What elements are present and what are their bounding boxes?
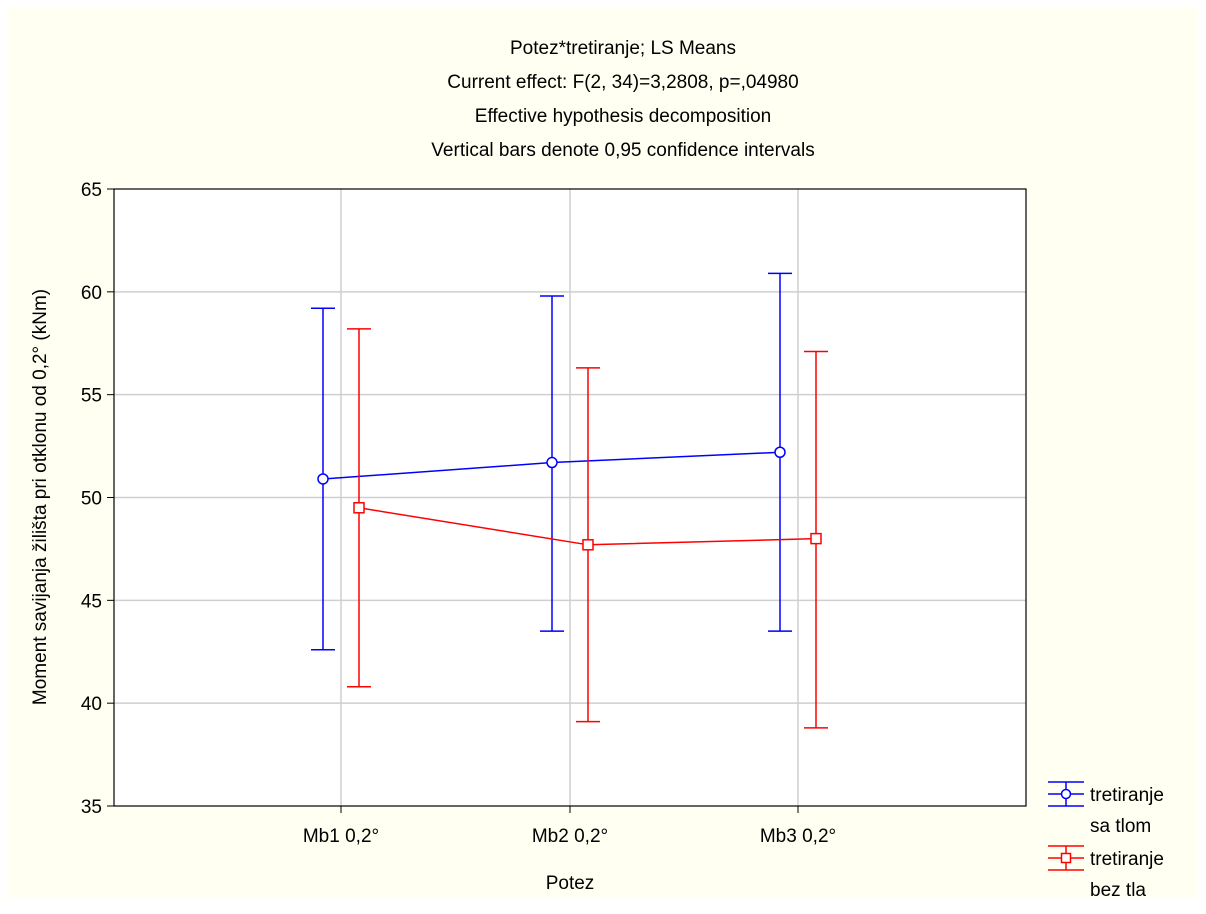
y-tick-label: 60	[81, 283, 102, 304]
grid	[114, 189, 1026, 806]
y-tick-label: 40	[81, 694, 102, 715]
legend-label: bez tla	[1090, 880, 1146, 898]
legend-item-2: tretiranje bez tla	[1048, 845, 1164, 898]
chart-page: Potez*tretiranje; LS Means Current effec…	[8, 8, 1198, 898]
legend-item-1: tretiranje sa tlom	[1048, 781, 1164, 837]
legend-label: tretiranje	[1090, 785, 1164, 806]
x-axis-label: Potez	[546, 873, 595, 894]
x-tick-label: Mb2 0,2°	[532, 826, 608, 847]
title-line-3: Effective hypothesis decomposition	[475, 106, 771, 127]
legend-marker	[1060, 788, 1072, 800]
y-tick-label: 35	[81, 797, 102, 818]
y-tick-label: 65	[81, 180, 102, 201]
y-tick-label: 50	[81, 489, 102, 510]
legend-label: sa tlom	[1090, 816, 1151, 837]
data-point	[546, 456, 558, 469]
title-line-2: Current effect: F(2, 34)=3,2808, p=,0498…	[447, 72, 798, 93]
data-point	[774, 446, 786, 459]
x-tick-label: Mb1 0,2°	[303, 826, 379, 847]
axis-ticks: 35 40 45 50 55 60 65 Mb1 0,2° Mb2 0,2° Mb3 0,2°	[81, 180, 836, 847]
title-line-4: Vertical bars denote 0,95 confidence int…	[431, 140, 814, 161]
plot-frame	[113, 188, 1027, 807]
legend: tretiranje sa tlom tretiranje bez tla	[1048, 781, 1164, 898]
data-point	[317, 473, 329, 485]
legend-marker	[1060, 852, 1072, 864]
series-layer	[311, 272, 828, 729]
x-tick-label: Mb3 0,2°	[760, 826, 836, 847]
data-point	[353, 502, 365, 514]
y-tick-label: 45	[81, 591, 102, 612]
y-axis-label: Moment savijanja žilišta pri otklonu od …	[30, 289, 51, 705]
series-1	[311, 272, 792, 651]
data-point	[582, 539, 594, 551]
chart-title: Potez*tretiranje; LS Means Current effec…	[431, 38, 814, 161]
chart-svg: Potez*tretiranje; LS Means Current effec…	[30, 38, 1164, 898]
series-2	[347, 328, 828, 729]
legend-label: tretiranje	[1090, 849, 1164, 870]
y-tick-label: 55	[81, 386, 102, 407]
title-line-1: Potez*tretiranje; LS Means	[510, 38, 736, 59]
data-point	[810, 532, 822, 545]
